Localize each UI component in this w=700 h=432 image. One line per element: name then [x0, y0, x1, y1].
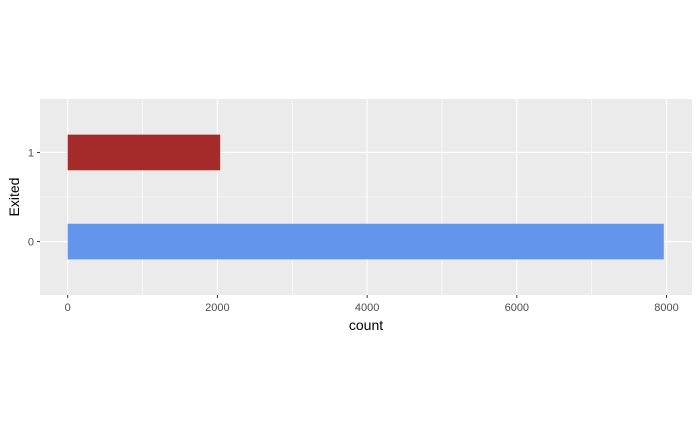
bars: [67, 134, 664, 260]
x-tick-label: 4000: [355, 302, 379, 314]
bar-exited-0: [67, 223, 664, 260]
y-tick-label: 1: [28, 147, 34, 159]
x-tick-label: 6000: [505, 302, 529, 314]
y-axis-title: Exited: [6, 178, 22, 217]
x-tick-label: 0: [65, 302, 71, 314]
bar-exited-1: [67, 134, 221, 171]
grid-minor: [40, 99, 692, 295]
x-tick-label: 2000: [205, 302, 229, 314]
x-axis-title: count: [349, 317, 383, 333]
y-axis-ticks: 01: [28, 147, 40, 249]
y-tick-label: 0: [28, 237, 34, 249]
x-tick-label: 8000: [654, 302, 678, 314]
x-axis-ticks: 0 2000 4000 6000 8000: [65, 295, 679, 314]
